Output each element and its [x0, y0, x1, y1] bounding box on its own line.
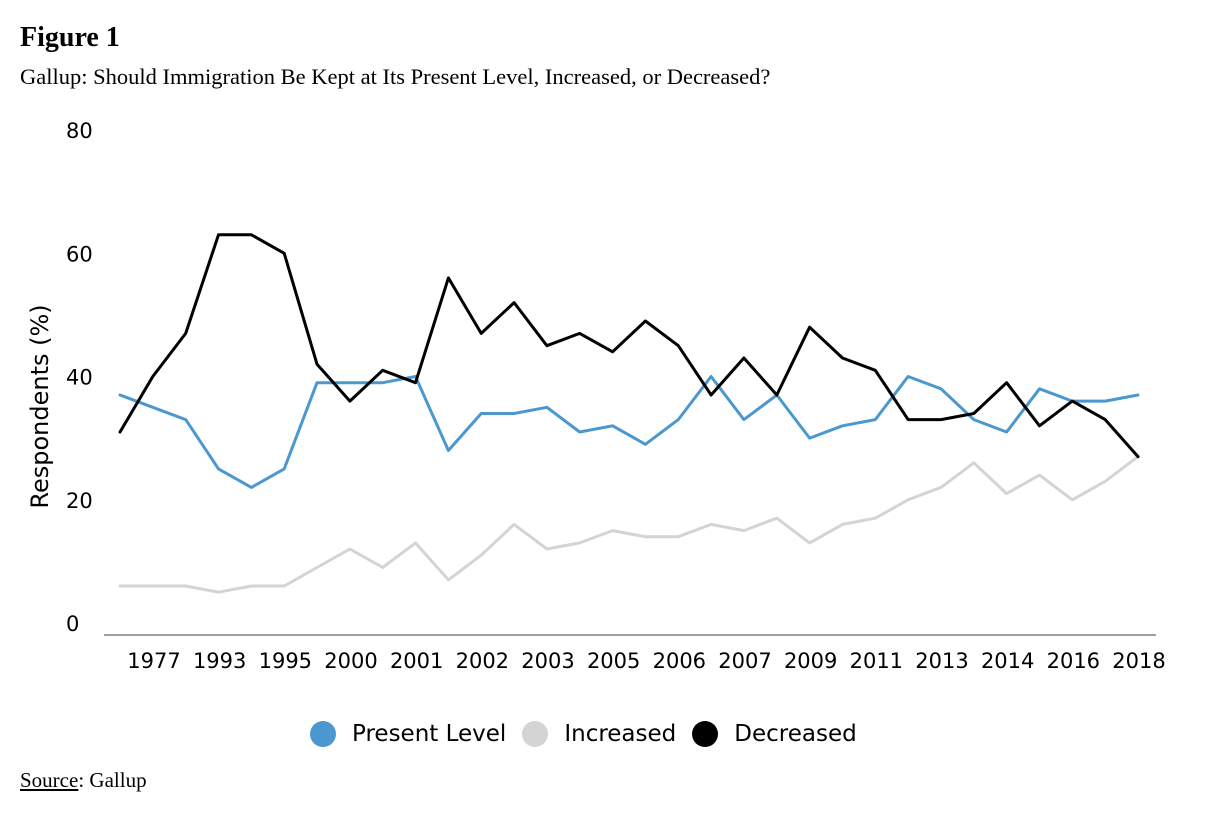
legend-item-present-level: Present Level — [310, 721, 506, 747]
x-tick-label: 2000 — [324, 649, 377, 673]
chart-legend: Present Level Increased Decreased — [310, 716, 873, 752]
series-line-decreased — [118, 233, 1140, 459]
y-tick-label: 20 — [66, 489, 93, 513]
legend-swatch-present-level — [310, 721, 336, 747]
legend-label-increased: Increased — [564, 721, 677, 747]
x-tick-label: 2001 — [390, 649, 443, 673]
legend-label-present-level: Present Level — [352, 721, 507, 747]
x-tick-label: 2002 — [456, 649, 509, 673]
source-label: Source — [20, 768, 79, 792]
source-note: Source: Gallup — [20, 768, 147, 793]
legend-item-decreased: Decreased — [692, 721, 857, 747]
x-tick-label: 2005 — [587, 649, 640, 673]
x-tick-label: 2011 — [850, 649, 903, 673]
chart-title: Gallup: Should Immigration Be Kept at It… — [20, 64, 771, 89]
y-tick-label: 60 — [66, 242, 93, 266]
figure-label: Figure 1 — [20, 22, 120, 53]
x-tick-label: 2018 — [1112, 649, 1165, 673]
x-tick-label: 2006 — [653, 649, 706, 673]
line-chart: 0 20 40 60 80 Respondents (%) 1977 1993 1995 2000… — [26, 119, 1166, 673]
x-tick-label: 2016 — [1047, 649, 1100, 673]
legend-item-increased: Increased — [522, 721, 676, 747]
legend-label-decreased: Decreased — [734, 721, 857, 747]
x-tick-label: 2009 — [784, 649, 837, 673]
y-tick-label: 0 — [66, 612, 79, 636]
series-line-increased — [118, 455, 1140, 594]
series-line-present-level — [118, 375, 1140, 489]
x-tick-label: 2013 — [915, 649, 968, 673]
y-tick-label: 40 — [66, 366, 93, 390]
x-tick-label: 1995 — [259, 649, 312, 673]
x-tick-label: 1977 — [127, 649, 180, 673]
legend-swatch-decreased — [692, 721, 719, 747]
source-text: : Gallup — [78, 768, 147, 792]
x-tick-label: 2014 — [981, 649, 1034, 673]
x-tick-label: 2003 — [521, 649, 574, 673]
legend-swatch-increased — [522, 721, 549, 747]
y-tick-label: 80 — [66, 119, 93, 143]
x-tick-label: 1993 — [193, 649, 246, 673]
y-axis-label: Respondents (%) — [26, 304, 54, 508]
x-tick-label: 2007 — [718, 649, 771, 673]
